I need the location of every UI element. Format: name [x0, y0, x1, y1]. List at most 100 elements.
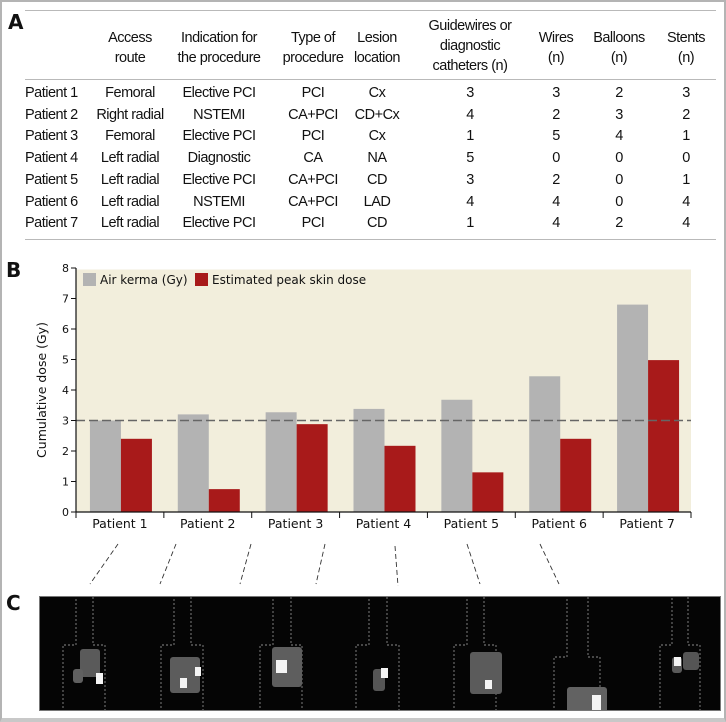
panel-label-a: A: [8, 10, 24, 34]
x-tick-label: Patient 6: [531, 516, 586, 531]
column-header: Access route: [108, 30, 152, 66]
peak-dose-spot: [96, 673, 103, 684]
table-cell: Left radial: [100, 193, 160, 210]
table-cell: 3: [615, 106, 623, 123]
dose-region: [73, 669, 83, 683]
body-outline: [553, 597, 601, 710]
y-tick-label: 4: [62, 384, 69, 397]
table-cell: 0: [682, 150, 690, 167]
y-tick-label: 6: [62, 323, 69, 336]
table-cell: 3: [552, 85, 560, 101]
table-cell: CA+PCI: [288, 193, 338, 210]
table-cell: LAD: [363, 193, 391, 210]
table-cell: 4: [466, 193, 474, 210]
peak-dose-spot: [180, 678, 187, 688]
table-cell: 1: [466, 128, 474, 145]
column-header: Stents (n): [666, 30, 706, 66]
table-cell: Left radial: [100, 215, 160, 232]
table-cell: 1: [682, 128, 690, 145]
bar-skin-dose: [472, 472, 504, 512]
panel-label-b: B: [6, 258, 22, 282]
table-cell: 4: [466, 106, 474, 123]
table-cell: Elective PCI: [182, 215, 256, 232]
y-tick-label: 7: [62, 293, 69, 306]
skin-dose-map-image: [39, 596, 721, 711]
table-cell: Diagnostic: [187, 150, 251, 167]
table-cell: 4: [552, 193, 560, 210]
body-outline: [659, 597, 701, 710]
table-cell: Femoral: [105, 128, 155, 145]
bar-air-kerma: [617, 304, 649, 512]
table-cell: 3: [466, 85, 474, 101]
table-cell: 4: [682, 215, 690, 232]
row-label: Patient 3: [25, 128, 78, 145]
peak-dose-spot: [195, 667, 201, 676]
table-cell: 2: [682, 106, 690, 123]
table-cell: NSTEMI: [193, 193, 245, 210]
legend-label: Air kerma (Gy): [100, 273, 188, 287]
x-tick-label: Patient 2: [180, 516, 235, 531]
table-cell: PCI: [301, 215, 325, 232]
bar-air-kerma: [441, 399, 473, 512]
y-tick-label: 8: [62, 262, 69, 275]
x-tick-label: Patient 7: [619, 516, 674, 531]
table-cell: 1: [682, 171, 690, 188]
x-tick-label: Patient 5: [444, 516, 499, 531]
peak-dose-spot: [592, 695, 601, 710]
peak-dose-spot: [674, 657, 681, 666]
row-label: Patient 1: [25, 85, 78, 101]
table-top-rule: [25, 10, 716, 11]
table-cell: CA: [303, 150, 323, 167]
table-cell: Cx: [368, 128, 386, 145]
legend-label: Estimated peak skin dose: [212, 273, 366, 287]
column-header: Indication for the procedure: [177, 30, 261, 66]
table-bottom-rule: [25, 239, 716, 240]
table-cell: 2: [615, 215, 623, 232]
bar-skin-dose: [296, 424, 328, 512]
table-cell: CD: [367, 215, 387, 232]
body-outline: [62, 597, 106, 710]
legend-swatch: [195, 273, 208, 286]
bar-air-kerma: [265, 412, 297, 512]
table-cell: 0: [615, 171, 623, 188]
table-cell: Elective PCI: [182, 85, 256, 101]
y-axis-label: Cumulative dose (Gy): [34, 322, 49, 458]
table-cell: 2: [552, 171, 560, 188]
table-cell: Right radial: [96, 106, 164, 123]
y-tick-label: 1: [62, 476, 69, 489]
y-tick-label: 2: [62, 445, 69, 458]
x-tick-label: Patient 3: [268, 516, 323, 531]
table-cell: CA+PCI: [288, 171, 338, 188]
table-cell: Left radial: [100, 150, 160, 167]
dose-region: [170, 657, 200, 693]
table-cell: CA+PCI: [288, 106, 338, 123]
dose-region: [683, 652, 699, 670]
table-header-rule: [25, 79, 716, 80]
bar-air-kerma: [177, 414, 209, 512]
bar-skin-dose: [120, 438, 152, 512]
dose-region: [80, 649, 100, 677]
table-cell: 3: [682, 85, 690, 101]
row-label: Patient 4: [25, 150, 78, 167]
peak-dose-spot: [276, 660, 287, 673]
bar-air-kerma: [353, 408, 385, 512]
dose-region: [470, 652, 502, 694]
body-outline: [355, 597, 400, 710]
row-label: Patient 5: [25, 171, 78, 188]
skin-dose-maps: [62, 597, 701, 710]
x-tick-label: Patient 4: [356, 516, 411, 531]
bar-skin-dose: [648, 360, 680, 512]
table-cell: 0: [615, 150, 623, 167]
column-header: Lesion location: [354, 30, 400, 66]
bar-skin-dose: [208, 489, 240, 512]
dose-bar-chart: 0 1 2 3 4 5 6 7 8 Cumulative dose (Gy) Patient 1 Pa…: [34, 262, 692, 531]
peak-dose-spot: [381, 668, 388, 678]
column-header: Wires (n): [538, 30, 574, 66]
y-tick-label: 5: [62, 354, 69, 367]
table-cell: 1: [466, 215, 474, 232]
y-tick-label: 3: [62, 415, 69, 428]
table-cell: 5: [552, 128, 560, 145]
row-label: Patient 6: [25, 193, 78, 210]
table-cell: Left radial: [100, 171, 160, 188]
table-cell: 4: [552, 215, 560, 232]
